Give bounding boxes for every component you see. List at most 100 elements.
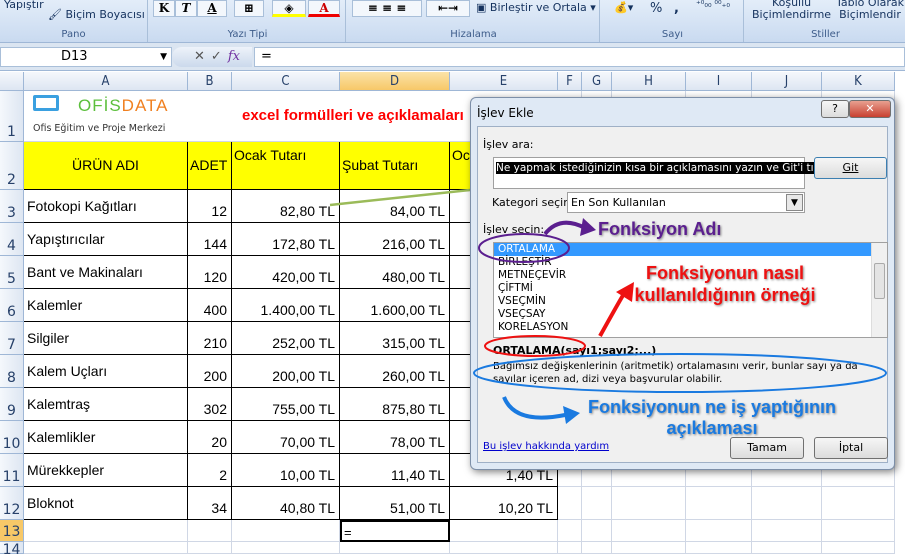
italic-button[interactable]: T <box>175 0 197 17</box>
close-button[interactable]: ✕ <box>849 100 891 118</box>
row-header-7[interactable]: 7 <box>0 322 24 355</box>
conditional-format-button[interactable]: Koşullu Biçimlendirme <box>752 0 831 21</box>
column-header-D[interactable]: D <box>340 72 450 91</box>
select-all-button[interactable] <box>0 72 24 91</box>
chevron-down-icon[interactable]: ▼ <box>786 194 803 211</box>
row-header-13[interactable]: 13 <box>0 520 24 542</box>
header-cell[interactable]: ÜRÜN ADI <box>24 142 188 190</box>
format-painter-button[interactable]: 🖌 Biçim Boyacısı <box>48 8 145 21</box>
value-cell[interactable]: 70,00 TL <box>232 421 340 454</box>
cell[interactable] <box>752 454 822 487</box>
product-name-cell[interactable]: Mürekkepler <box>24 454 188 487</box>
row-header-11[interactable]: 11 <box>0 454 24 487</box>
value-cell[interactable]: 480,00 TL <box>340 256 450 289</box>
cell[interactable] <box>582 454 612 487</box>
cell[interactable] <box>450 520 558 542</box>
value-cell[interactable]: 1.400,00 TL <box>232 289 340 322</box>
currency-button[interactable]: 💰▾ <box>614 1 633 14</box>
paste-button[interactable]: Yapıştır <box>4 0 44 11</box>
value-cell[interactable]: 20 <box>188 421 232 454</box>
value-cell[interactable]: 34 <box>188 487 232 520</box>
cancel-icon[interactable]: ✕ <box>194 49 211 64</box>
value-cell[interactable]: 11,40 TL <box>340 454 450 487</box>
value-cell[interactable]: 200,00 TL <box>232 355 340 388</box>
value-cell[interactable]: 82,80 TL <box>232 190 340 223</box>
header-cell[interactable]: Ocak Tutarı <box>232 142 340 190</box>
merge-center-button[interactable]: ▣ Birleştir ve Ortala ▾ <box>476 1 596 14</box>
value-cell[interactable]: 10,20 TL <box>450 487 558 520</box>
cell[interactable] <box>752 520 822 542</box>
column-header-I[interactable]: I <box>686 72 752 91</box>
column-header-E[interactable]: E <box>450 72 558 91</box>
check-icon[interactable]: ✓ <box>210 49 228 64</box>
value-cell[interactable]: 51,00 TL <box>340 487 450 520</box>
decimal-buttons[interactable]: ⁺⁰₀₀ ⁰⁰₊₀ <box>696 0 730 10</box>
value-cell[interactable]: 78,00 TL <box>340 421 450 454</box>
row-header-4[interactable]: 4 <box>0 223 24 256</box>
cell[interactable] <box>558 454 582 487</box>
cell[interactable] <box>822 487 895 520</box>
product-name-cell[interactable]: Silgiler <box>24 322 188 355</box>
cell[interactable] <box>558 487 582 520</box>
product-name-cell[interactable]: Kalem Uçları <box>24 355 188 388</box>
value-cell[interactable]: 755,00 TL <box>232 388 340 421</box>
value-cell[interactable]: 315,00 TL <box>340 322 450 355</box>
row-header-2[interactable]: 2 <box>0 142 24 190</box>
underline-button[interactable]: A <box>197 0 227 17</box>
column-header-B[interactable]: B <box>188 72 232 91</box>
comma-button[interactable]: , <box>674 1 679 16</box>
cell[interactable] <box>188 91 232 142</box>
value-cell[interactable]: 252,00 TL <box>232 322 340 355</box>
value-cell[interactable]: 210 <box>188 322 232 355</box>
value-cell[interactable]: 12 <box>188 190 232 223</box>
cell[interactable] <box>24 520 188 542</box>
chevron-down-icon[interactable]: ▼ <box>160 52 167 62</box>
value-cell[interactable]: 40,80 TL <box>232 487 340 520</box>
cell[interactable] <box>188 520 232 542</box>
column-header-C[interactable]: C <box>232 72 340 91</box>
product-name-cell[interactable]: Kalemtraş <box>24 388 188 421</box>
column-header-F[interactable]: F <box>558 72 582 91</box>
cell[interactable] <box>822 520 895 542</box>
name-box[interactable]: D13 ▼ <box>0 47 172 67</box>
indent-buttons[interactable]: ⇤⇥ <box>426 0 470 17</box>
cancel-button[interactable]: İptal <box>814 437 888 459</box>
value-cell[interactable]: 144 <box>188 223 232 256</box>
value-cell[interactable]: 10,00 TL <box>232 454 340 487</box>
cell[interactable] <box>558 520 582 542</box>
scroll-thumb[interactable] <box>874 263 885 299</box>
row-header-8[interactable]: 8 <box>0 355 24 388</box>
value-cell[interactable]: 400 <box>188 289 232 322</box>
column-header-K[interactable]: K <box>822 72 895 91</box>
cell[interactable] <box>582 520 612 542</box>
format-as-table-button[interactable]: Tablo Olarak Biçimlendir <box>836 0 904 21</box>
function-item[interactable]: VSEÇSAY <box>498 308 546 320</box>
borders-button[interactable]: ⊞ <box>234 0 264 17</box>
cell[interactable] <box>686 454 752 487</box>
ok-button[interactable]: Tamam <box>730 437 804 459</box>
function-item[interactable]: ÇİFTMİ <box>498 282 533 294</box>
cell[interactable] <box>686 520 752 542</box>
product-name-cell[interactable]: Yapıştırıcılar <box>24 223 188 256</box>
value-cell[interactable]: 172,80 TL <box>232 223 340 256</box>
function-item[interactable]: ORTALAMA <box>494 243 871 256</box>
cell[interactable] <box>232 520 340 542</box>
row-header-3[interactable]: 3 <box>0 190 24 223</box>
value-cell[interactable]: 260,00 TL <box>340 355 450 388</box>
cell[interactable] <box>612 520 686 542</box>
value-cell[interactable]: 875,80 TL <box>340 388 450 421</box>
row-header-6[interactable]: 6 <box>0 289 24 322</box>
column-header-G[interactable]: G <box>582 72 612 91</box>
header-cell[interactable]: Şubat Tutarı <box>340 142 450 190</box>
help-button[interactable]: ? <box>821 100 849 118</box>
value-cell[interactable]: 420,00 TL <box>232 256 340 289</box>
cell[interactable] <box>612 454 686 487</box>
function-item[interactable]: KORELASYON <box>498 321 569 333</box>
value-cell[interactable]: 2 <box>188 454 232 487</box>
function-item[interactable]: VSEÇMİN <box>498 295 546 307</box>
font-color-button[interactable]: A <box>308 0 340 17</box>
cell[interactable] <box>612 487 686 520</box>
search-input[interactable]: Ne yapmak istediğinizin kısa bir açıklam… <box>493 157 843 189</box>
bold-button[interactable]: K <box>153 0 175 17</box>
list-scrollbar[interactable] <box>871 243 887 337</box>
